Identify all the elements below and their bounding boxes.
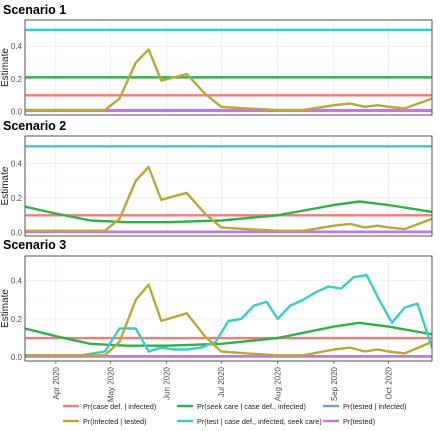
series-line-pr-infected-tested [25,283,432,357]
series-line-pr-infected-tested [25,165,432,232]
plot-border [24,255,433,362]
x-tick-label: Sep 2020 [330,366,339,401]
x-tick-label: Apr 2020 [52,366,61,399]
panel-title: Scenario 3 [3,238,66,252]
y-axis-title: Estimate [0,289,11,328]
plot-border [24,19,433,116]
series-line-pr-test-case-def-infected-seek-care [25,273,432,357]
plot-border [24,135,433,237]
series-line-pr-seek-care-case-def-infected [25,321,432,347]
plot-area [24,19,433,116]
x-tick-label: Aug 2020 [274,366,283,401]
legend-item: Pr(infected | tested) [63,417,147,426]
y-tick-label: 0.4 [11,42,23,51]
y-axis-title: Estimate [0,48,11,87]
legend: Pr(case def. | infected) Pr(seek care | c… [63,402,407,426]
y-tick-label: 0.0 [11,108,23,117]
panel-title: Scenario 1 [3,3,66,17]
x-tick-label: Jun 2020 [163,366,172,399]
panel-scenario-2: Scenario 2 Estimate 0.0 0.2 0.4 [0,119,433,237]
legend-item: Pr(case def. | infected) [63,402,156,411]
x-tick-label: Jul 2020 [217,366,226,397]
legend-label: Pr(seek care | case def., infected) [197,402,306,411]
legend-label: Pr(tested) [343,417,375,426]
y-tick-label: 0.2 [11,315,23,324]
panel-scenario-3: Scenario 3 Estimate 0.0 0.2 0.4 [0,238,433,362]
legend-label: Pr(infected | tested) [83,417,147,426]
series-line-pr-infected-tested [25,48,432,112]
y-tick-label: 0.2 [11,75,23,84]
y-axis-title: Estimate [0,166,11,205]
legend-item: Pr(seek care | case def., infected) [177,402,306,411]
y-tick-label: 0.4 [11,159,23,168]
x-axis: Apr 2020 May 2020 Jun 2020 Jul 2020 Aug 2020… [52,361,393,402]
y-tick-label: 0.4 [11,277,23,286]
y-tick-label: 0.2 [11,194,23,203]
legend-label: Pr(tested | infected) [343,402,407,411]
legend-item: Pr(test | case def., infected, seek care… [177,417,322,426]
plot-area [24,255,433,362]
legend-label: Pr(case def. | infected) [83,402,156,411]
y-tick-label: 0.0 [11,228,23,237]
y-tick-label: 0.0 [11,353,23,362]
legend-label: Pr(test | case def., infected, seek care… [197,417,322,426]
x-tick-label: Oct 2020 [384,366,393,399]
panel-scenario-1: Scenario 1 Estimate 0.0 0.2 0.4 [0,3,433,117]
legend-item: Pr(tested | infected) [323,402,407,411]
panel-title: Scenario 2 [3,119,66,133]
series-line-pr-seek-care-case-def-infected [25,200,432,224]
x-tick-label: May 2020 [106,366,115,402]
legend-item: Pr(tested) [323,417,375,426]
